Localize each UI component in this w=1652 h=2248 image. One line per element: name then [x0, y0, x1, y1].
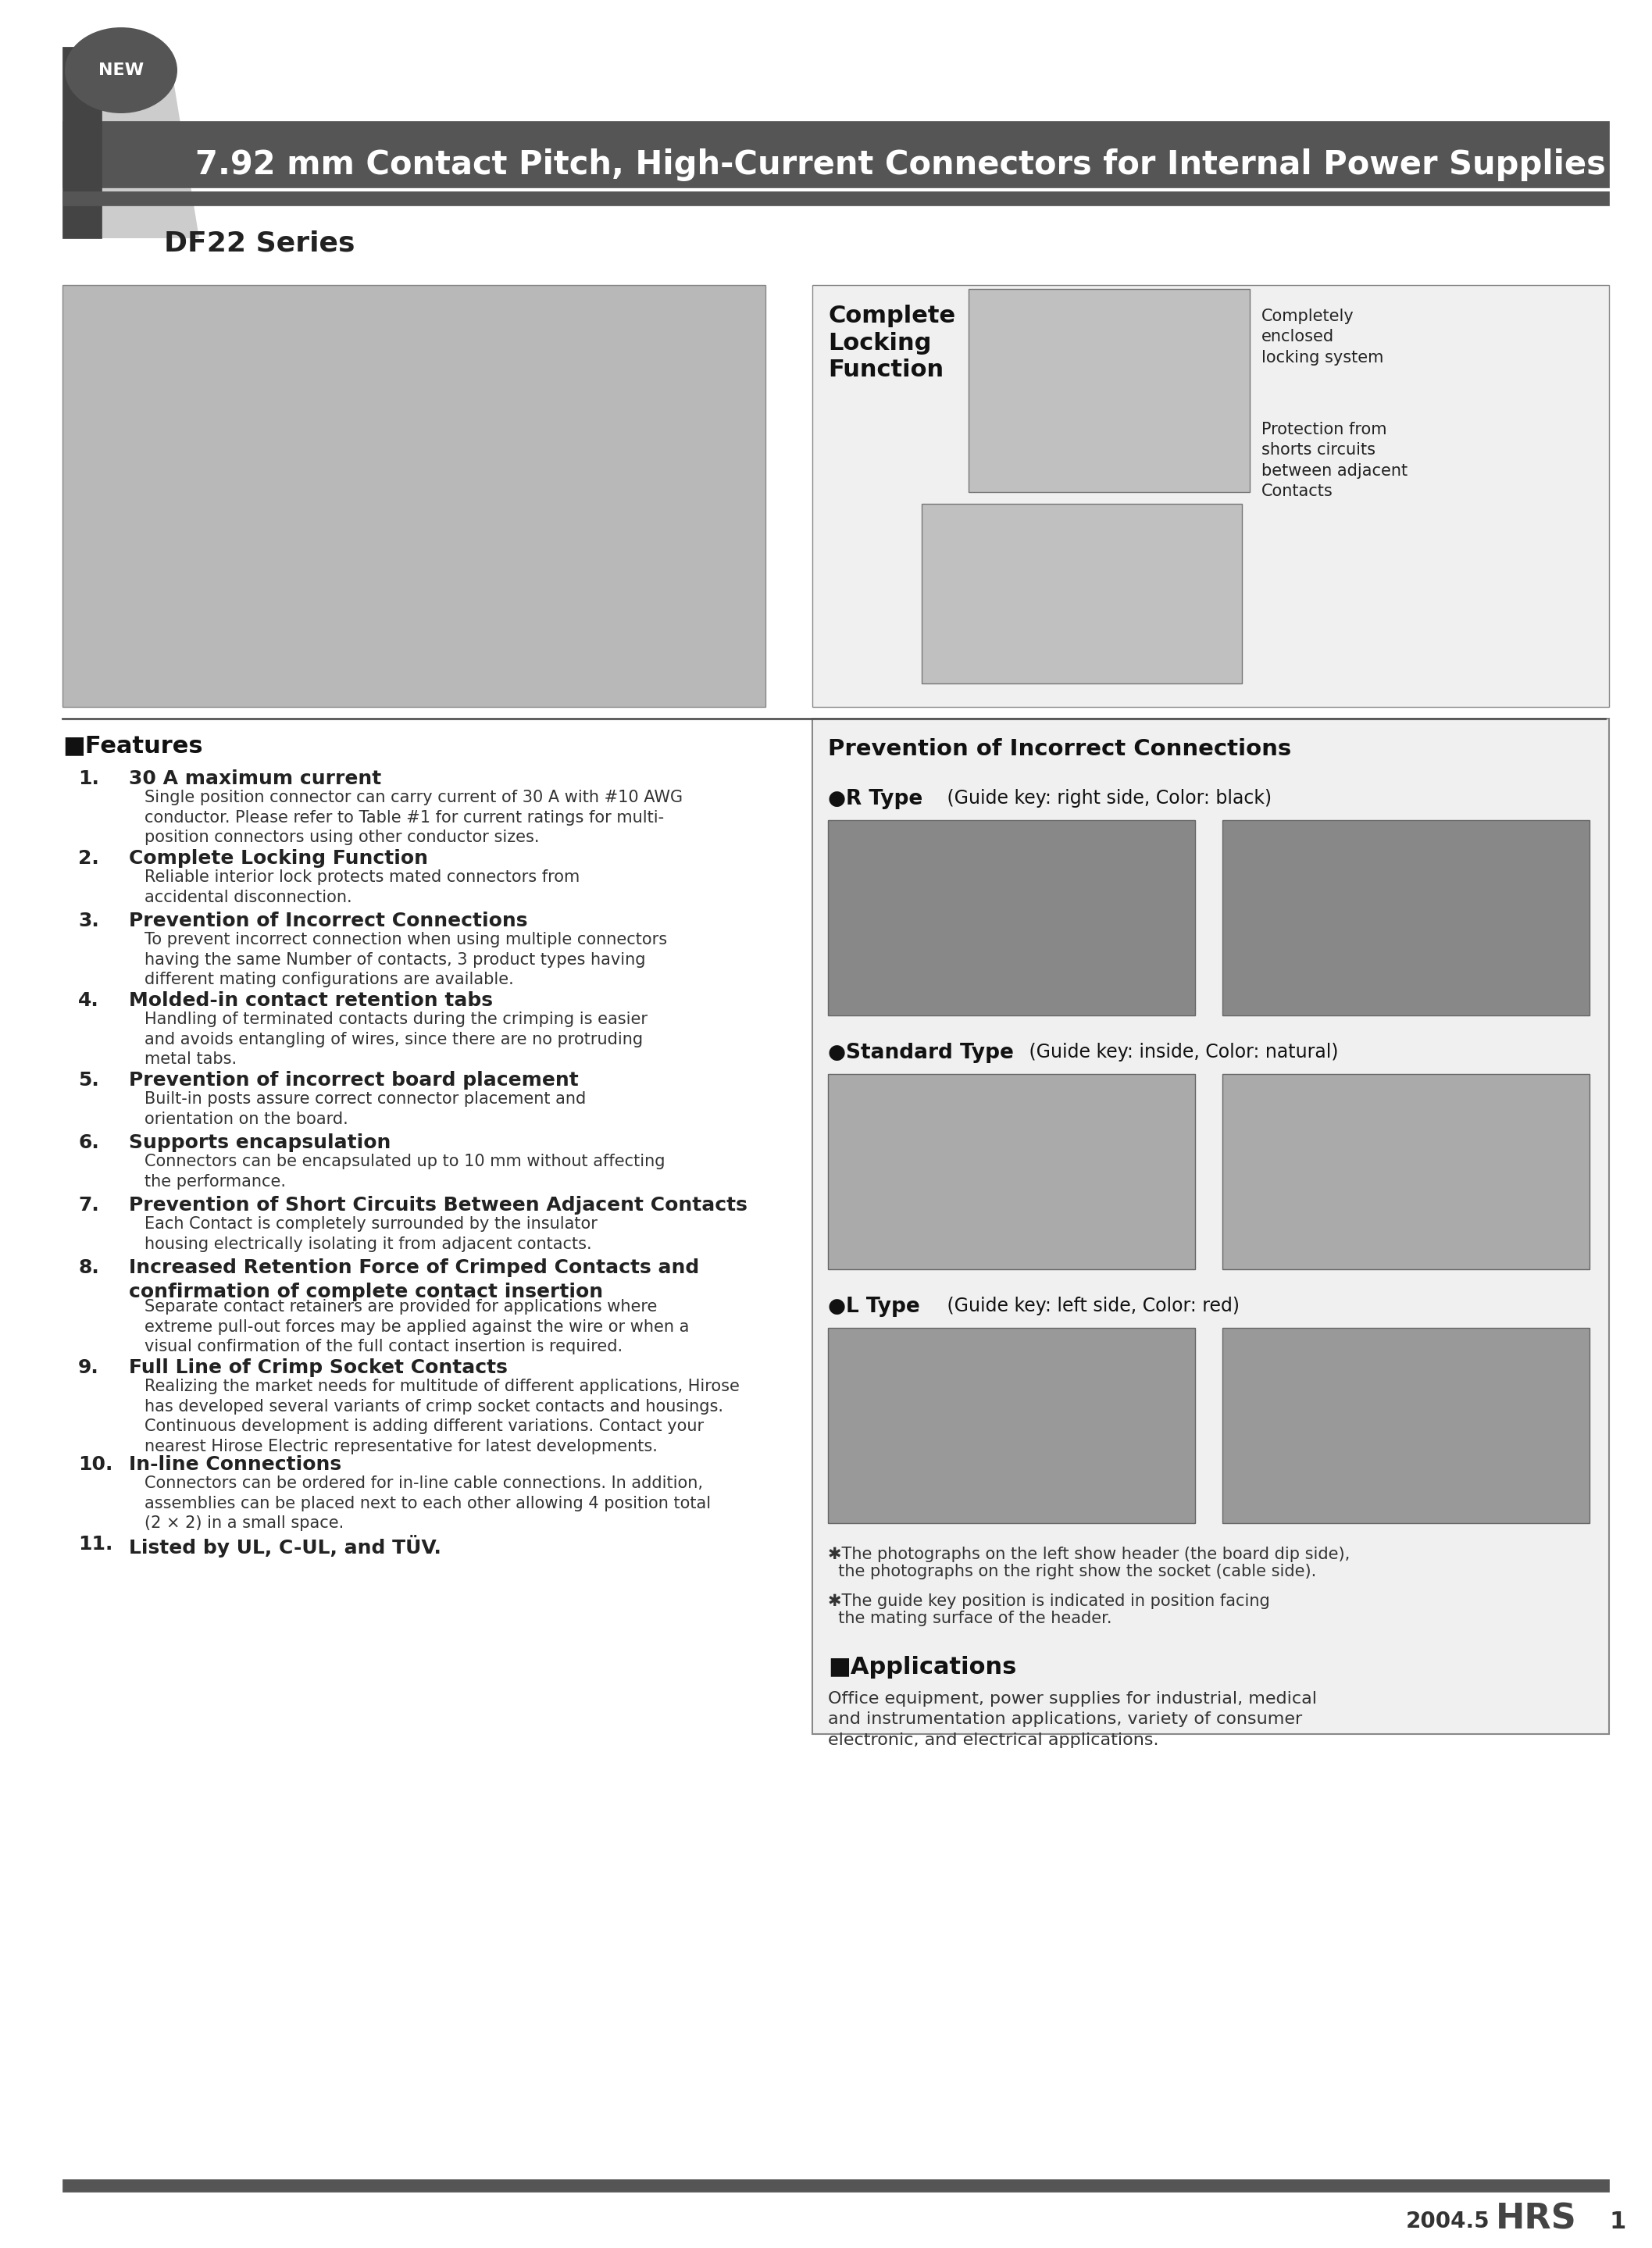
Text: 7.: 7.	[78, 1196, 99, 1214]
Text: Increased Retention Force of Crimped Contacts and
confirmation of complete conta: Increased Retention Force of Crimped Con…	[129, 1259, 699, 1302]
Text: Handling of terminated contacts during the crimping is easier
and avoids entangl: Handling of terminated contacts during t…	[144, 1012, 648, 1068]
Text: Complete
Locking
Function: Complete Locking Function	[828, 306, 955, 382]
Bar	[63, 47, 101, 238]
Bar	[828, 1075, 1194, 1270]
Text: Reliable interior lock protects mated connectors from
accidental disconnection.: Reliable interior lock protects mated co…	[144, 870, 580, 906]
Text: 9.: 9.	[78, 1358, 99, 1378]
Bar	[63, 191, 1609, 205]
Bar	[1222, 821, 1589, 1016]
Text: 3.: 3.	[78, 910, 99, 931]
Text: 1.: 1.	[78, 769, 99, 789]
Bar	[63, 285, 765, 706]
Text: ✱The photographs on the left show header (the board dip side),: ✱The photographs on the left show header…	[828, 1547, 1350, 1562]
Bar	[63, 2178, 1609, 2192]
Text: Realizing the market needs for multitude of different applications, Hirose
has d: Realizing the market needs for multitude…	[144, 1378, 740, 1454]
Text: Complete Locking Function: Complete Locking Function	[129, 850, 428, 868]
Text: Completely
enclosed
locking system: Completely enclosed locking system	[1262, 308, 1384, 366]
Text: 11.: 11.	[78, 1535, 112, 1553]
Text: the mating surface of the header.: the mating surface of the header.	[828, 1610, 1112, 1625]
Text: Separate contact retainers are provided for applications where
extreme pull-out : Separate contact retainers are provided …	[144, 1299, 689, 1356]
Text: Listed by UL, C-UL, and TÜV.: Listed by UL, C-UL, and TÜV.	[129, 1535, 441, 1558]
Text: 6.: 6.	[78, 1133, 99, 1153]
Text: Prevention of Incorrect Connections: Prevention of Incorrect Connections	[129, 910, 527, 931]
Bar	[968, 290, 1251, 492]
Text: 8.: 8.	[78, 1259, 99, 1277]
Text: 2.: 2.	[78, 850, 99, 868]
Text: 5.: 5.	[78, 1070, 99, 1090]
Text: 30 A maximum current: 30 A maximum current	[129, 769, 382, 789]
Text: (Guide key: left side, Color: red): (Guide key: left side, Color: red)	[942, 1297, 1239, 1315]
Bar	[1222, 1329, 1589, 1524]
Text: 2004.5: 2004.5	[1406, 2210, 1490, 2232]
Text: 1: 1	[1609, 2210, 1626, 2232]
Text: 4.: 4.	[78, 991, 99, 1009]
Text: Protection from
shorts circuits
between adjacent
Contacts: Protection from shorts circuits between …	[1262, 423, 1408, 499]
Text: Supports encapsulation: Supports encapsulation	[129, 1133, 392, 1153]
Text: Built-in posts assure correct connector placement and
orientation on the board.: Built-in posts assure correct connector …	[144, 1090, 586, 1126]
Text: ■Features: ■Features	[63, 735, 203, 758]
Text: Connectors can be encapsulated up to 10 mm without affecting
the performance.: Connectors can be encapsulated up to 10 …	[144, 1153, 666, 1189]
Text: (Guide key: inside, Color: natural): (Guide key: inside, Color: natural)	[1023, 1043, 1338, 1061]
Text: Each Contact is completely surrounded by the insulator
housing electrically isol: Each Contact is completely surrounded by…	[144, 1216, 598, 1252]
Text: Connectors can be ordered for in-line cable connections. In addition,
assemblies: Connectors can be ordered for in-line ca…	[144, 1475, 710, 1531]
Text: (Guide key: right side, Color: black): (Guide key: right side, Color: black)	[942, 789, 1272, 807]
Text: the photographs on the right show the socket (cable side).: the photographs on the right show the so…	[828, 1565, 1317, 1580]
Text: ●L Type: ●L Type	[828, 1297, 920, 1317]
Text: ●Standard Type: ●Standard Type	[828, 1043, 1014, 1063]
Text: DF22 Series: DF22 Series	[164, 232, 355, 256]
Bar	[828, 1329, 1194, 1524]
Bar	[813, 285, 1609, 706]
Bar	[1222, 1075, 1589, 1270]
Text: To prevent incorrect connection when using multiple connectors
having the same N: To prevent incorrect connection when usi…	[144, 933, 667, 987]
Text: HRS: HRS	[1495, 2203, 1576, 2237]
Bar	[828, 821, 1194, 1016]
Text: Office equipment, power supplies for industrial, medical
and instrumentation app: Office equipment, power supplies for ind…	[828, 1690, 1317, 1749]
Bar	[922, 504, 1242, 683]
Text: In-line Connections: In-line Connections	[129, 1454, 342, 1475]
Polygon shape	[63, 47, 200, 238]
Text: Single position connector can carry current of 30 A with #10 AWG
conductor. Plea: Single position connector can carry curr…	[144, 789, 682, 845]
Ellipse shape	[64, 27, 177, 112]
Text: Prevention of Short Circuits Between Adjacent Contacts: Prevention of Short Circuits Between Adj…	[129, 1196, 747, 1214]
Text: 7.92 mm Contact Pitch, High-Current Connectors for Internal Power Supplies (UL, : 7.92 mm Contact Pitch, High-Current Conn…	[195, 144, 1652, 182]
Text: ✱The guide key position is indicated in position facing: ✱The guide key position is indicated in …	[828, 1594, 1270, 1610]
Bar	[63, 121, 1609, 187]
Text: NEW: NEW	[99, 63, 144, 79]
Text: 10.: 10.	[78, 1454, 112, 1475]
Bar	[813, 719, 1609, 1733]
Text: Prevention of incorrect board placement: Prevention of incorrect board placement	[129, 1070, 578, 1090]
Text: Prevention of Incorrect Connections: Prevention of Incorrect Connections	[828, 737, 1292, 760]
Text: Molded-in contact retention tabs: Molded-in contact retention tabs	[129, 991, 492, 1009]
Text: ■Applications: ■Applications	[828, 1657, 1016, 1679]
Text: Full Line of Crimp Socket Contacts: Full Line of Crimp Socket Contacts	[129, 1358, 507, 1378]
Text: ●R Type: ●R Type	[828, 789, 923, 809]
